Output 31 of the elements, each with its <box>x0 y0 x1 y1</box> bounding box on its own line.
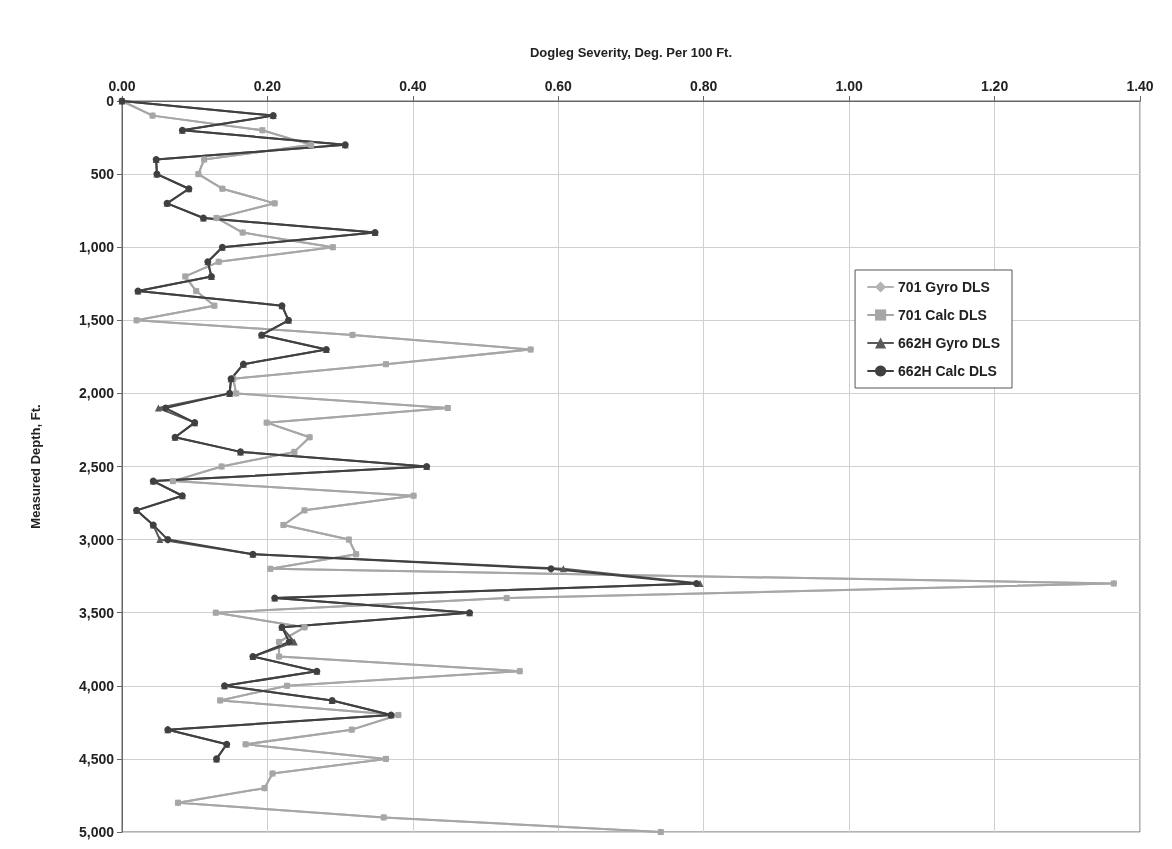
y-tick-label: 1,000 <box>78 239 115 256</box>
x-tick-label: 1.40 <box>1126 78 1154 94</box>
point <box>156 536 164 544</box>
y-tick-label: 500 <box>90 166 115 183</box>
y-tick-label: 4,500 <box>78 750 115 767</box>
y-axis-title: Measured Depth, Ft. <box>28 404 43 529</box>
y-tick-label: 2,000 <box>78 385 115 402</box>
point <box>154 404 162 412</box>
legend-label: 662H Calc DLS <box>898 363 997 379</box>
legend-label: 701 Gyro DLS <box>898 279 990 295</box>
x-tick-label: 0.40 <box>399 78 427 94</box>
y-tick-label: 1,500 <box>78 312 115 329</box>
x-tick-label: 0.60 <box>544 78 573 94</box>
y-tick-label: 3,500 <box>78 604 115 621</box>
x-tick-label: 0.00 <box>108 78 136 94</box>
y-tick-label: 4,000 <box>78 677 115 694</box>
x-tick-label: 1.20 <box>980 78 1009 94</box>
x-tick-label: 1.00 <box>835 78 863 94</box>
y-tick-label: 3,000 <box>78 531 115 548</box>
y-tick-label: 5,000 <box>78 824 115 840</box>
point <box>164 536 172 544</box>
point <box>285 638 293 646</box>
point <box>692 579 700 587</box>
y-tick-label: 2,500 <box>78 458 115 475</box>
legend-label: 701 Calc DLS <box>898 307 987 323</box>
point <box>162 404 170 412</box>
x-axis-title: Dogleg Severity, Deg. Per 100 Ft. <box>529 45 733 60</box>
x-tick-label: 0.20 <box>253 78 282 94</box>
y-tick-label: 0 <box>106 93 115 109</box>
legend-label: 662H Gyro DLS <box>898 335 1001 351</box>
x-tick-label: 0.80 <box>690 78 718 94</box>
